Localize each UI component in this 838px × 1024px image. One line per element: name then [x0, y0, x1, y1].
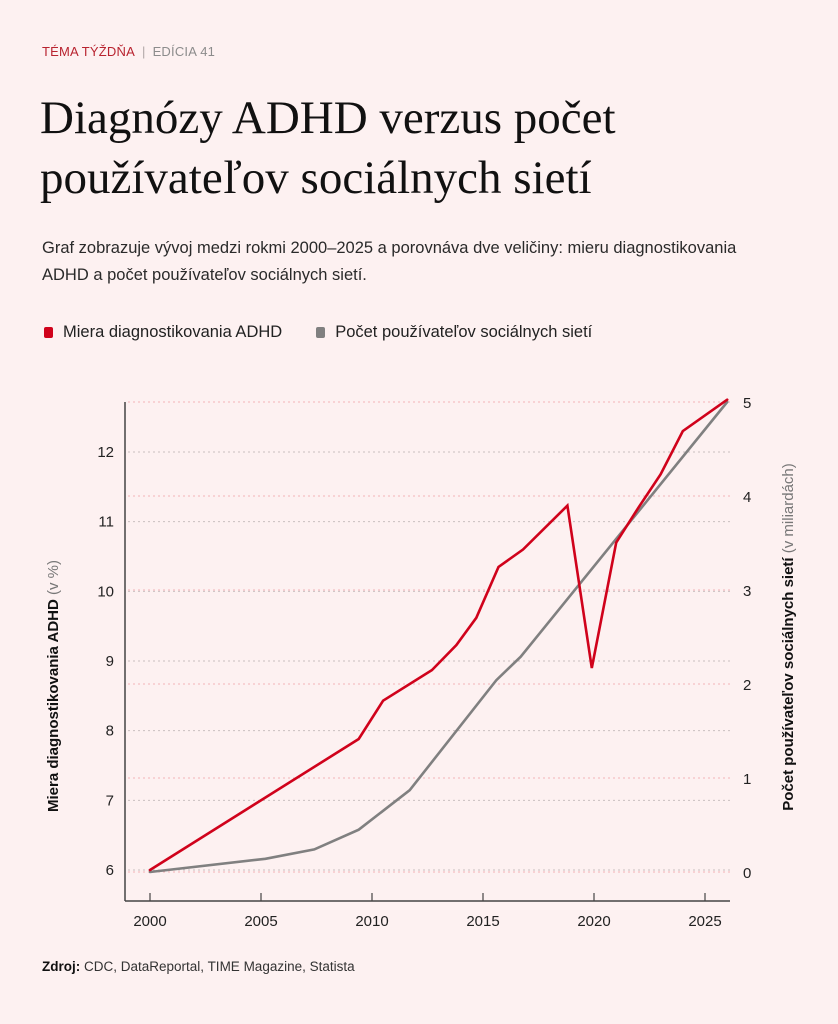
- right-tick-label: 3: [743, 583, 751, 600]
- right-tick-label: 0: [743, 865, 751, 882]
- left-tick-label: 9: [106, 653, 114, 670]
- legend-item-social: Počet používateľov sociálnych sietí: [316, 323, 592, 342]
- legend-swatch-adhd: [44, 327, 53, 338]
- x-tick-label: 2010: [355, 913, 388, 930]
- kicker: TÉMA TÝŽDŇA | EDÍCIA 41: [42, 44, 215, 59]
- legend-label-adhd: Miera diagnostikovania ADHD: [63, 323, 283, 341]
- legend-item-adhd: Miera diagnostikovania ADHD: [44, 323, 282, 342]
- left-tick-label: 8: [106, 723, 114, 740]
- right-tick-label: 5: [743, 395, 751, 412]
- right-axis-label: Počet používateľov sociálnych sietí: [780, 557, 797, 811]
- left-tick-label: 12: [97, 444, 114, 461]
- left-axis-title: Miera diagnostikovania ADHD (v %): [45, 560, 62, 812]
- grid-right: [128, 401, 730, 873]
- grid-left: [128, 451, 730, 871]
- source-label: Zdroj:: [42, 959, 81, 974]
- left-tick-label: 10: [97, 583, 114, 600]
- x-tick-label: 2015: [466, 913, 499, 930]
- left-axis-unit: (v %): [45, 560, 62, 595]
- series-line-social: [148, 400, 729, 874]
- right-tick-label: 4: [743, 489, 751, 506]
- left-axis-label: Miera diagnostikovania ADHD: [45, 599, 62, 812]
- left-tick-label: 6: [106, 862, 114, 879]
- series-line-adhd: [148, 398, 729, 872]
- edition-label: EDÍCIA 41: [152, 44, 216, 59]
- page-title: Diagnózy ADHD verzus počet používateľov …: [40, 92, 616, 204]
- legend-swatch-social: [316, 327, 326, 338]
- right-axis-unit: (v miliardách): [780, 463, 797, 553]
- series: [148, 398, 729, 874]
- axes: [124, 402, 730, 902]
- legend-label-social: Počet používateľov sociálnych sietí: [335, 323, 593, 341]
- left-tick-label: 11: [98, 514, 114, 531]
- left-tick-label: 7: [106, 792, 114, 809]
- legend: Miera diagnostikovania ADHD Počet použív…: [44, 323, 626, 342]
- x-tick-label: 2020: [577, 913, 610, 930]
- x-tick-label: 2025: [688, 913, 721, 930]
- right-axis-title: Počet používateľov sociálnych sietí (v m…: [780, 463, 797, 811]
- x-tick-label: 2000: [133, 913, 166, 930]
- right-tick-label: 2: [743, 677, 751, 694]
- x-tick-label: 2005: [244, 913, 277, 930]
- kicker-separator: |: [141, 44, 146, 59]
- chart-subtitle: Graf zobrazuje vývoj medzi rokmi 2000–20…: [42, 239, 737, 284]
- source-text: CDC, DataReportal, TIME Magazine, Statis…: [84, 959, 355, 974]
- topic-label: TÉMA TÝŽDŇA: [42, 44, 135, 59]
- source-note: Zdroj: CDC, DataReportal, TIME Magazine,…: [42, 959, 355, 974]
- right-tick-label: 1: [743, 771, 751, 788]
